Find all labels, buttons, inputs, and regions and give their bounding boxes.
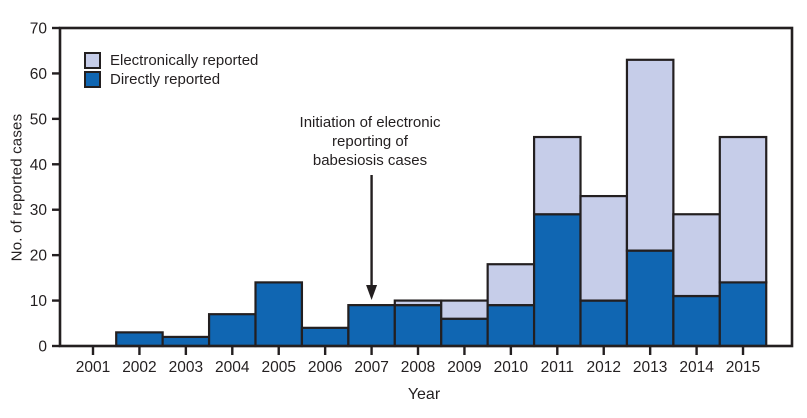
legend-item-electronically-reported: Electronically reported [84,51,258,69]
x-tick-label: 2009 [447,359,481,376]
plot-frame [58,26,794,348]
bar-segment-electronic-2014 [672,213,721,298]
x-tick-label: 2008 [401,359,435,376]
bar-segment-direct-2008 [393,304,443,348]
legend: Electronically reported Directly reporte… [84,51,258,89]
bar-segment-direct-2014 [672,294,721,348]
x-tick-label: 2005 [261,359,295,376]
x-tick-label: 2002 [122,359,156,376]
bar-segment-electronic-2009 [440,299,489,320]
legend-item-directly-reported: Directly reported [84,70,258,88]
y-axis-title: No. of reported cases [8,113,26,262]
x-tick-label: 2007 [354,359,388,376]
x-tick-label: 2014 [679,359,714,376]
y-tick-label: 0 [38,339,47,356]
y-tick-label: 20 [30,248,48,265]
bar-segment-direct-2006 [300,326,350,348]
y-tick-label: 30 [30,202,48,219]
x-tick-label: 2004 [215,359,250,376]
y-tick-label: 50 [30,111,48,128]
bar-segment-direct-2004 [207,313,257,348]
bar-segment-direct-2002 [115,331,164,348]
y-tick-label: 60 [30,66,48,83]
y-tick-label: 40 [30,157,48,174]
bar-segment-direct-2005 [254,281,304,348]
electronically-reported-swatch-icon [84,51,101,69]
x-tick-label: 2001 [76,359,110,376]
bar-segment-direct-2012 [579,299,629,348]
bar-segment-electronic-2013 [625,58,675,252]
bar-segment-direct-2011 [532,213,582,348]
bar-segment-electronic-2012 [579,194,629,302]
bar-segment-direct-2015 [718,281,768,348]
bar-segment-direct-2013 [625,249,675,348]
bar-segment-electronic-2010 [486,263,536,307]
y-tick-label: 10 [30,293,48,310]
bar-segment-electronic-2011 [532,135,582,216]
directly-reported-swatch-icon [84,70,101,88]
bar-segment-direct-2010 [486,304,536,348]
bar-segment-electronic-2008 [393,299,443,307]
legend-label-electronically-reported: Electronically reported [110,51,259,69]
x-tick-label: 2012 [586,359,620,376]
bar-segment-electronic-2015 [718,135,768,284]
y-tick-label: 70 [30,21,48,38]
x-tick-label: 2015 [726,359,760,376]
annotation-electronic-reporting: Initiation of electronic reporting of ba… [299,114,441,169]
x-tick-label: 2011 [541,359,574,376]
annotation-arrow-head-icon [366,285,378,300]
bar-segment-direct-2007 [347,304,396,348]
x-tick-label: 2010 [494,359,529,376]
x-tick-label: 2003 [169,359,203,376]
x-axis-title: Year [407,386,441,403]
x-tick-label: 2006 [308,359,342,376]
bar-segment-direct-2009 [440,317,489,348]
bar-segment-direct-2003 [161,335,211,348]
x-tick-label: 2013 [633,359,667,376]
legend-label-directly-reported: Directly reported [110,70,221,88]
